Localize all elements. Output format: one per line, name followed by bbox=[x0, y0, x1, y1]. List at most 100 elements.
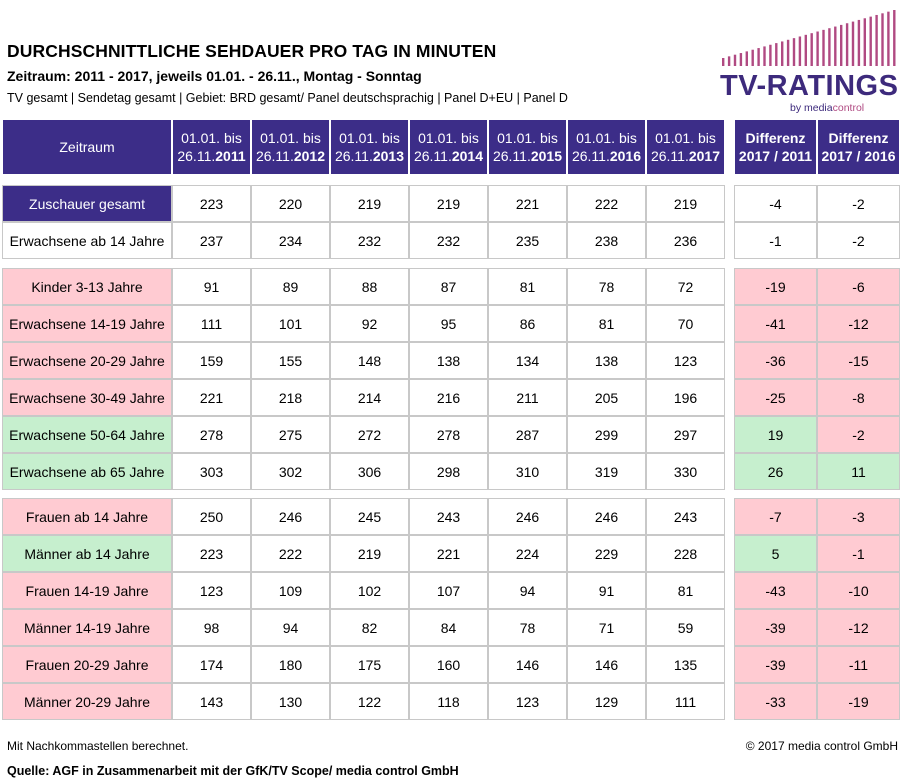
value-cell: 330 bbox=[646, 453, 725, 490]
diff-text: -33 bbox=[765, 693, 786, 710]
value-cell: 221 bbox=[172, 379, 251, 416]
header-diff-line2: 2017 / 2016 bbox=[821, 148, 896, 164]
value-cell: 107 bbox=[409, 572, 488, 609]
value-cell: 111 bbox=[172, 305, 251, 342]
value-cell: 298 bbox=[409, 453, 488, 490]
value-cell: 123 bbox=[172, 572, 251, 609]
diff-text: -2 bbox=[852, 426, 865, 443]
value-text: 180 bbox=[278, 656, 303, 673]
value-text: 138 bbox=[594, 352, 619, 369]
value-text: 87 bbox=[440, 278, 457, 295]
value-text: 216 bbox=[436, 389, 461, 406]
row-label-text: Männer 14-19 Jahre bbox=[23, 619, 151, 636]
value-cell: 70 bbox=[646, 305, 725, 342]
diff-text: 19 bbox=[767, 426, 784, 443]
value-text: 218 bbox=[278, 389, 303, 406]
row-label-text: Erwachsene 20-29 Jahre bbox=[9, 352, 165, 369]
value-cell: 219 bbox=[409, 185, 488, 222]
row-label: Männer ab 14 Jahre bbox=[2, 535, 172, 572]
value-cell: 319 bbox=[567, 453, 646, 490]
value-text: 146 bbox=[515, 656, 540, 673]
row-label-text: Erwachsene ab 14 Jahre bbox=[9, 232, 165, 249]
diff-cell: 26 bbox=[734, 453, 817, 490]
row-label-text: Kinder 3-13 Jahre bbox=[31, 278, 143, 295]
value-text: 219 bbox=[436, 195, 461, 212]
value-text: 278 bbox=[436, 426, 461, 443]
value-text: 243 bbox=[436, 508, 461, 525]
value-cell: 174 bbox=[172, 646, 251, 683]
value-text: 89 bbox=[282, 278, 299, 295]
header-year-line1: 01.01. bis bbox=[260, 130, 321, 146]
value-text: 134 bbox=[515, 352, 540, 369]
value-cell: 211 bbox=[488, 379, 567, 416]
header-year-2011: 01.01. bis 26.11.2011 bbox=[172, 119, 251, 175]
value-text: 310 bbox=[515, 463, 540, 480]
value-cell: 118 bbox=[409, 683, 488, 720]
value-text: 235 bbox=[515, 232, 540, 249]
value-text: 143 bbox=[199, 693, 224, 710]
value-text: 222 bbox=[278, 545, 303, 562]
diff-cell: -8 bbox=[817, 379, 900, 416]
header-year-line1: 01.01. bis bbox=[418, 130, 479, 146]
value-text: 245 bbox=[357, 508, 382, 525]
filter-description: TV gesamt | Sendetag gesamt | Gebiet: BR… bbox=[7, 91, 568, 105]
row-label: Männer 20-29 Jahre bbox=[2, 683, 172, 720]
tv-ratings-logo: TV-RATINGS by mediacontrol bbox=[718, 10, 900, 114]
row-label-text: Frauen 14-19 Jahre bbox=[25, 582, 149, 599]
header-diff-2: Differenz 2017 / 2016 bbox=[817, 119, 900, 175]
value-cell: 205 bbox=[567, 379, 646, 416]
header-year-value: 2015 bbox=[530, 148, 563, 164]
value-cell: 81 bbox=[646, 572, 725, 609]
diff-cell: -39 bbox=[734, 609, 817, 646]
diff-cell: -36 bbox=[734, 342, 817, 379]
header-zeitraum: Zeitraum bbox=[2, 119, 172, 175]
header-diff-text: Differenz 2017 / 2016 bbox=[822, 129, 896, 165]
value-cell: 78 bbox=[488, 609, 567, 646]
value-text: 223 bbox=[199, 195, 224, 212]
value-cell: 109 bbox=[251, 572, 330, 609]
value-text: 159 bbox=[199, 352, 224, 369]
diff-text: -39 bbox=[765, 619, 786, 636]
value-cell: 287 bbox=[488, 416, 567, 453]
value-cell: 245 bbox=[330, 498, 409, 535]
value-text: 246 bbox=[278, 508, 303, 525]
header-year-prefix: 26.11. bbox=[492, 148, 531, 164]
header-year-prefix: 26.11. bbox=[177, 148, 216, 164]
value-cell: 146 bbox=[488, 646, 567, 683]
diff-cell: -12 bbox=[817, 609, 900, 646]
copyright: © 2017 media control GmbH bbox=[745, 739, 898, 753]
header-diff-line1: Differenz bbox=[745, 130, 806, 146]
header-diff-line1: Differenz bbox=[828, 130, 889, 146]
value-cell: 82 bbox=[330, 609, 409, 646]
diff-text: -43 bbox=[765, 582, 786, 599]
value-text: 84 bbox=[440, 619, 457, 636]
logo-bars-graphic bbox=[722, 10, 896, 67]
value-text: 72 bbox=[677, 278, 694, 295]
value-cell: 246 bbox=[251, 498, 330, 535]
footnote: Mit Nachkommastellen berechnet. bbox=[7, 739, 189, 753]
value-text: 81 bbox=[677, 582, 694, 599]
value-cell: 59 bbox=[646, 609, 725, 646]
value-text: 214 bbox=[357, 389, 382, 406]
diff-text: -2 bbox=[852, 232, 865, 249]
row-label: Frauen ab 14 Jahre bbox=[2, 498, 172, 535]
value-text: 224 bbox=[515, 545, 540, 562]
value-text: 219 bbox=[673, 195, 698, 212]
value-cell: 123 bbox=[488, 683, 567, 720]
diff-text: -12 bbox=[848, 619, 869, 636]
value-text: 243 bbox=[673, 508, 698, 525]
value-cell: 310 bbox=[488, 453, 567, 490]
header-year-line1: 01.01. bis bbox=[576, 130, 637, 146]
value-text: 246 bbox=[515, 508, 540, 525]
diff-cell: -1 bbox=[817, 535, 900, 572]
row-label-text: Männer 20-29 Jahre bbox=[23, 693, 151, 710]
value-cell: 138 bbox=[567, 342, 646, 379]
header-year-prefix: 26.11. bbox=[334, 148, 373, 164]
diff-text: -12 bbox=[848, 315, 869, 332]
value-text: 298 bbox=[436, 463, 461, 480]
row-label-text: Erwachsene 50-64 Jahre bbox=[9, 426, 165, 443]
value-cell: 234 bbox=[251, 222, 330, 259]
diff-cell: -1 bbox=[734, 222, 817, 259]
diff-text: -7 bbox=[769, 508, 782, 525]
diff-cell: -4 bbox=[734, 185, 817, 222]
